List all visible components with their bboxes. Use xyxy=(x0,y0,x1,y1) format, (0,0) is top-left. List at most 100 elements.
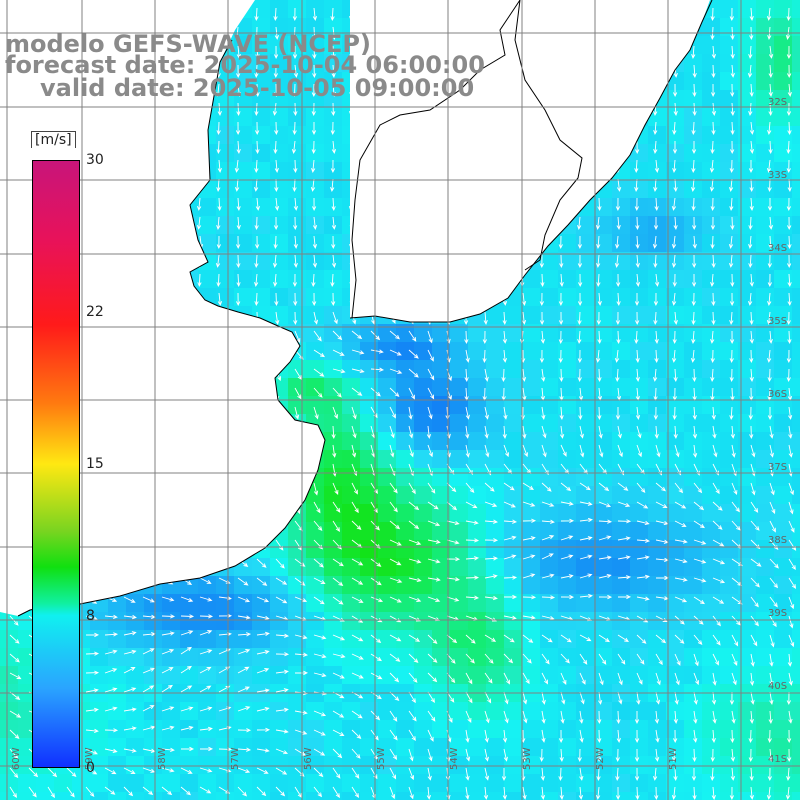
wind-speed-cell xyxy=(468,324,487,343)
wind-arrow xyxy=(216,235,222,250)
wind-arrow xyxy=(273,235,278,250)
wind-arrow xyxy=(636,634,647,644)
wind-speed-cell xyxy=(468,576,487,595)
wind-speed-cell xyxy=(792,54,800,73)
wind-arrow xyxy=(311,273,316,288)
wind-arrow xyxy=(389,767,397,780)
wind-speed-cell xyxy=(432,792,451,800)
wind-speed-cell xyxy=(288,594,307,613)
wind-arrow xyxy=(674,539,688,544)
wind-speed-cell xyxy=(108,666,127,685)
wind-speed-cell xyxy=(792,342,800,361)
wind-arrow xyxy=(311,83,317,98)
wind-speed-cell xyxy=(558,774,577,793)
wind-speed-cell xyxy=(630,702,649,721)
wind-speed-cell xyxy=(144,594,163,613)
wind-speed-cell xyxy=(342,558,361,577)
wind-arrow xyxy=(598,519,613,524)
wind-arrow xyxy=(671,254,677,268)
wind-speed-cell xyxy=(522,774,541,793)
wind-speed-cell xyxy=(738,234,757,253)
wind-arrow xyxy=(693,710,698,724)
wind-arrow xyxy=(579,710,584,724)
wind-speed-cell xyxy=(198,234,217,253)
wind-speed-cell xyxy=(360,486,379,505)
wind-speed-cell xyxy=(216,738,235,757)
wind-speed-cell xyxy=(360,774,379,793)
wind-arrow xyxy=(503,710,509,724)
wind-speed-cell xyxy=(612,648,631,667)
wind-arrow xyxy=(615,197,621,212)
wind-speed-cell xyxy=(90,648,109,667)
wind-arrow xyxy=(748,160,754,174)
wind-arrow xyxy=(693,558,707,564)
wind-arrow xyxy=(598,573,612,579)
wind-arrow xyxy=(693,501,705,511)
wind-arrow xyxy=(408,596,422,602)
wind-speed-cell xyxy=(666,270,685,289)
wind-speed-cell xyxy=(486,612,505,631)
wind-speed-cell xyxy=(396,468,415,487)
wind-arrow xyxy=(503,575,518,580)
wind-arrow xyxy=(292,7,298,22)
wind-speed-cell xyxy=(684,576,703,595)
wind-arrow xyxy=(750,634,758,647)
wind-arrow xyxy=(142,705,155,712)
wind-speed-cell xyxy=(702,540,721,559)
wind-arrow xyxy=(617,575,632,580)
wind-arrow xyxy=(788,577,797,589)
wind-speed-cell xyxy=(234,144,253,163)
wind-arrow xyxy=(503,501,516,508)
wind-speed-cell xyxy=(324,522,343,541)
wind-arrow xyxy=(577,368,582,383)
wind-speed-cell xyxy=(378,666,397,685)
wind-speed-cell xyxy=(198,792,217,800)
wind-arrow xyxy=(711,292,716,307)
wind-speed-cell xyxy=(144,612,163,631)
wind-arrow xyxy=(692,102,697,117)
wind-arrow xyxy=(691,45,696,60)
wind-speed-cell xyxy=(774,360,793,379)
wind-arrow xyxy=(674,596,688,603)
wind-arrow xyxy=(636,482,646,494)
wind-speed-cell xyxy=(630,630,649,649)
wind-speed-cell xyxy=(612,702,631,721)
wind-arrow xyxy=(671,786,677,800)
wind-speed-cell xyxy=(702,270,721,289)
wind-speed-cell xyxy=(720,90,739,109)
wind-speed-cell xyxy=(486,306,505,325)
wind-speed-cell xyxy=(630,288,649,307)
wind-speed-cell xyxy=(468,540,487,559)
wind-speed-cell xyxy=(432,396,451,415)
wind-arrow xyxy=(161,786,173,796)
wind-arrow xyxy=(768,64,773,79)
wind-arrow xyxy=(351,520,362,531)
wind-speed-cell xyxy=(324,72,343,91)
wind-speed-cell xyxy=(594,558,613,577)
wind-arrow xyxy=(332,330,343,341)
wind-speed-cell xyxy=(342,468,361,487)
wind-speed-cell xyxy=(252,576,271,595)
wind-speed-cell xyxy=(324,36,343,55)
wind-arrow xyxy=(275,558,285,569)
wind-arrow xyxy=(616,710,621,725)
wind-arrow xyxy=(389,634,402,642)
wind-arrow xyxy=(786,691,792,706)
wind-speed-cell xyxy=(414,702,433,721)
lon-label: 58W xyxy=(157,747,168,770)
wind-arrow xyxy=(123,786,134,797)
wind-speed-cell xyxy=(702,414,721,433)
wind-arrow xyxy=(712,615,721,627)
wind-speed-cell xyxy=(540,522,559,541)
wind-arrow xyxy=(275,786,286,797)
wind-speed-cell xyxy=(558,252,577,271)
wind-speed-cell xyxy=(216,72,235,91)
wind-arrow xyxy=(237,632,252,637)
wind-arrow xyxy=(427,368,435,381)
wind-speed-cell xyxy=(756,252,775,271)
wind-speed-cell xyxy=(504,432,523,451)
wind-speed-cell xyxy=(666,234,685,253)
wind-speed-cell xyxy=(630,468,649,487)
wind-arrow xyxy=(408,501,420,511)
wind-arrow xyxy=(256,767,269,774)
